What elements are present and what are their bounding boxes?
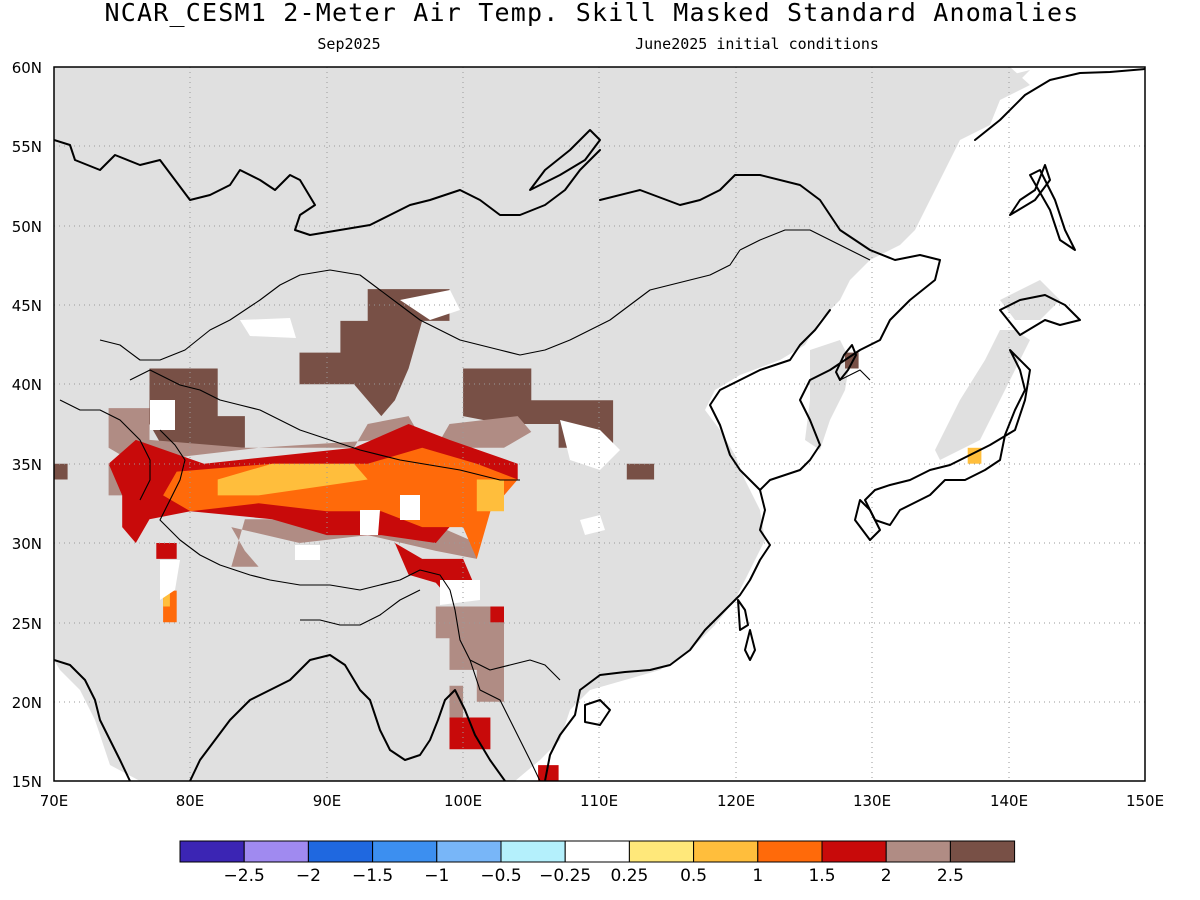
x-tick-label: 100E <box>444 792 482 810</box>
y-axis-labels: 15N 20N 25N 30N 35N 40N 45N 50N 55N 60N <box>12 59 42 791</box>
x-tick-label: 110E <box>580 792 618 810</box>
colorbar-swatch <box>757 840 823 863</box>
colorbar-swatch <box>693 840 759 863</box>
map-area <box>54 67 1145 781</box>
anomaly-region-1_5 <box>538 765 559 781</box>
anomaly-region-1_5 <box>449 717 491 750</box>
masked-land-korea-japan <box>805 70 1060 460</box>
y-tick-label: 35N <box>12 456 42 474</box>
colorbar-swatch <box>243 840 309 863</box>
anomaly-region-1_5 <box>490 606 504 623</box>
colorbar-swatch <box>307 840 374 863</box>
country-borders <box>59 229 871 781</box>
colorbar-swatch <box>500 840 566 863</box>
x-tick-label: 90E <box>313 792 342 810</box>
y-tick-label: 50N <box>12 218 42 236</box>
x-axis-labels: 70E 80E 90E 100E 110E 120E 130E 140E 150… <box>40 792 1164 810</box>
y-tick-label: 60N <box>12 59 42 77</box>
anomaly-region-2 <box>108 408 532 464</box>
anomaly-region-0_5 <box>217 463 368 496</box>
colorbar-label: 0.25 <box>610 866 648 886</box>
colorbar-label: −1 <box>424 866 449 886</box>
colorbar-swatch <box>372 840 438 863</box>
colorbar-swatch <box>821 840 887 863</box>
colorbar-label: 1.5 <box>808 866 835 886</box>
colorbar-swatch <box>885 840 951 863</box>
colorbar-label: −1.5 <box>352 866 393 886</box>
colorbar-label: −2.5 <box>224 866 265 886</box>
longitude-gridlines <box>189 67 1010 781</box>
colorbar-swatch <box>564 840 630 863</box>
anomaly-region-2_5 <box>626 463 655 480</box>
colorbar-label: 1 <box>752 866 763 886</box>
x-tick-label: 80E <box>176 792 205 810</box>
colorbar-swatch <box>949 840 1016 863</box>
colorbar-swatch <box>628 840 695 863</box>
y-tick-label: 15N <box>12 773 42 791</box>
masked-land-southeast-asia <box>140 560 380 781</box>
colorbar-label: 2 <box>881 866 892 886</box>
anomaly-layer <box>54 289 982 781</box>
y-tick-label: 55N <box>12 138 42 156</box>
coastlines <box>54 68 1145 781</box>
colorbar-swatch <box>436 840 502 863</box>
x-tick-label: 120E <box>717 792 755 810</box>
forecast-month: Sep2025 <box>317 35 380 53</box>
colorbar: −2.5 −2 −1.5 −1 −0.5 −0.25 0.25 0.5 1 1.5 2 2.5 <box>179 840 1016 886</box>
anomaly-region-2_5 <box>299 289 450 417</box>
colorbar-label: −0.5 <box>480 866 521 886</box>
colorbar-label: −0.25 <box>539 866 591 886</box>
x-tick-label: 70E <box>40 792 69 810</box>
colorbar-label: 0.5 <box>680 866 707 886</box>
colorbar-label: 2.5 <box>937 866 964 886</box>
map-frame <box>53 66 1146 782</box>
y-tick-label: 20N <box>12 694 42 712</box>
initial-conditions: June2025 initial conditions <box>635 35 879 53</box>
y-tick-label: 25N <box>12 615 42 633</box>
y-tick-label: 45N <box>12 297 42 315</box>
anomaly-region-2 <box>435 606 504 702</box>
anomaly-region-1_5 <box>156 543 177 559</box>
y-tick-label: 30N <box>12 535 42 553</box>
anomaly-region-2 <box>449 685 464 718</box>
colorbar-swatch <box>179 840 245 863</box>
x-tick-label: 140E <box>990 792 1028 810</box>
colorbar-label: −2 <box>296 866 321 886</box>
x-tick-label: 130E <box>853 792 891 810</box>
anomaly-region-0_5 <box>476 479 504 512</box>
y-tick-label: 40N <box>12 376 42 394</box>
map-title: NCAR_CESM1 2-Meter Air Temp. Skill Maske… <box>104 0 1079 27</box>
anomaly-region-2_5 <box>54 463 68 480</box>
x-tick-label: 150E <box>1126 792 1164 810</box>
